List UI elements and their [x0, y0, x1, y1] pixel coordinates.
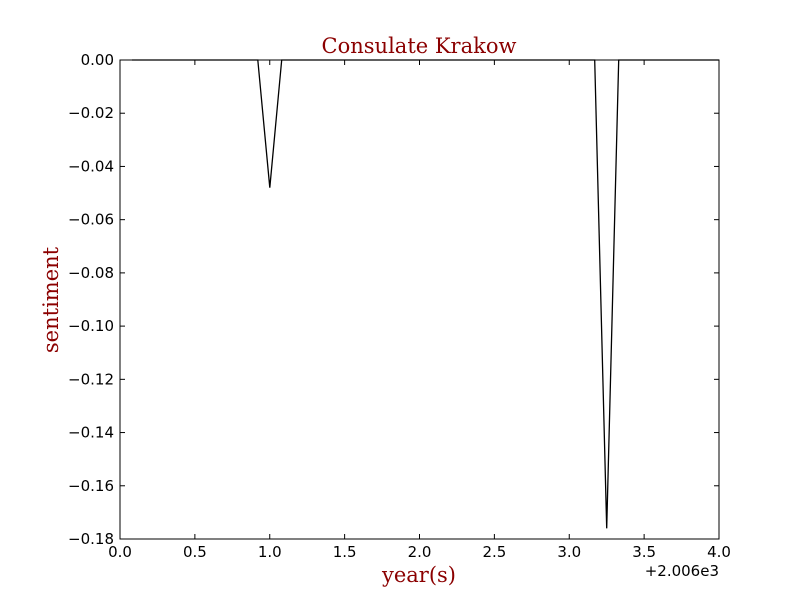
x-tick-label: 0.5: [183, 543, 207, 561]
x-axis: 0.0 0.5 1.0 1.5 2.0 2.5 3.0 3.5 4.0: [108, 60, 731, 561]
plot-frame: [119, 59, 720, 540]
y-tick-label: −0.18: [68, 530, 114, 548]
x-axis-label: year(s): [381, 563, 456, 587]
x-tick-label: 0.0: [108, 543, 132, 561]
x-tick-label: 4.0: [707, 543, 731, 561]
y-axis-label: sentiment: [39, 246, 63, 353]
y-tick-label: −0.12: [68, 370, 114, 388]
x-tick-label: 3.5: [632, 543, 656, 561]
y-tick-label: −0.10: [68, 317, 114, 335]
y-tick-label: −0.04: [68, 157, 114, 175]
plot-area: [119, 59, 720, 540]
x-tick-label: 2.0: [408, 543, 432, 561]
x-tick-label: 2.5: [482, 543, 506, 561]
y-tick-label: −0.06: [68, 211, 114, 229]
y-tick-label: −0.16: [68, 477, 114, 495]
x-offset-label: +2.006e3: [645, 562, 719, 580]
series-line: [132, 59, 719, 529]
y-tick-label: −0.14: [68, 424, 114, 442]
y-axis: 0.00 −0.02 −0.04 −0.06 −0.08 −0.10 −0.12 −0.14 −…: [68, 51, 719, 548]
x-tick-label: 1.0: [258, 543, 282, 561]
y-tick-label: 0.00: [81, 51, 114, 69]
y-tick-label: −0.02: [68, 104, 114, 122]
chart-title: Consulate Krakow: [322, 34, 517, 58]
y-tick-label: −0.08: [68, 264, 114, 282]
x-tick-label: 1.5: [333, 543, 357, 561]
x-tick-label: 3.0: [557, 543, 581, 561]
series-layer: [132, 59, 719, 529]
